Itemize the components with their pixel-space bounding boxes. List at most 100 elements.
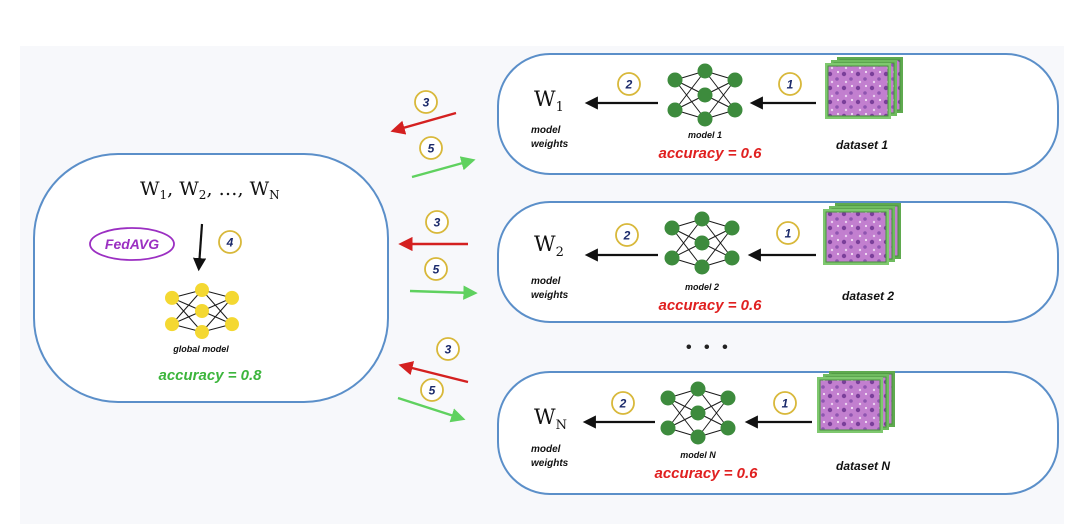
more-clients-ellipsis: • • • [686, 339, 732, 356]
client-1-dataset-label: dataset 1 [836, 138, 888, 152]
network-node [165, 290, 179, 305]
client-1-accuracy-label: accuracy = 0.6 [658, 145, 762, 162]
client-n-weights-label-line2: weights [531, 458, 569, 469]
network-node [724, 250, 740, 266]
client-2-dataset-images [823, 203, 901, 265]
client-n-model-label: model N [680, 450, 716, 460]
client-n-dataset-images [817, 371, 895, 433]
upload-arrow-1 [390, 111, 457, 135]
svg-text:4: 4 [226, 236, 234, 250]
communication-client-2: 3 5 [398, 210, 478, 300]
network-edge [704, 70, 736, 111]
network-node [660, 420, 676, 436]
download-arrow-1 [411, 156, 476, 179]
client-panel-1-border [497, 53, 1059, 175]
client-2-step-1-marker: 1 [776, 221, 800, 245]
global-model-network [165, 283, 239, 339]
svg-text:3: 3 [434, 216, 441, 230]
network-node [697, 87, 713, 103]
network-node [195, 283, 209, 297]
network-edge [704, 79, 736, 120]
client-panel-n: WN model weights 2 model N accuracy = 0.… [497, 371, 1059, 495]
client-2-accuracy-label: accuracy = 0.6 [658, 297, 762, 314]
svg-text:2: 2 [619, 397, 627, 411]
network-edge [674, 70, 706, 111]
network-edge [201, 289, 233, 325]
network-node [697, 63, 713, 79]
client-1-step-1-marker: 1 [778, 72, 802, 96]
network-edge [201, 297, 233, 333]
network-edge [701, 227, 733, 268]
network-node [727, 102, 743, 118]
server-panel: W1, W2, …, WN FedAVG 4 global model accu… [33, 153, 389, 403]
network-node [664, 250, 680, 266]
network-node [195, 304, 209, 318]
aggregated-weights-label: W1, W2, …, WN [140, 178, 280, 202]
aggregation-arrow [192, 223, 207, 272]
step-3-marker-1: 3 [414, 90, 438, 114]
step-5-marker-n: 5 [420, 378, 444, 402]
network-node [720, 390, 736, 406]
network-node [697, 111, 713, 127]
network-node [225, 290, 239, 305]
network-node [690, 381, 706, 397]
svg-text:5: 5 [429, 384, 436, 398]
network-edge [667, 397, 699, 438]
client-1-model-label: model 1 [688, 130, 722, 140]
svg-text:1: 1 [785, 227, 792, 241]
step-5-marker-1: 5 [419, 136, 443, 160]
dataset-tile [819, 379, 881, 431]
client-2-weights-label-line2: weights [531, 290, 569, 301]
svg-text:5: 5 [433, 263, 440, 277]
network-node [195, 325, 209, 339]
network-edge [697, 397, 729, 438]
client-n-weights-symbol: WN [534, 405, 567, 433]
client-2-step-2-marker: 2 [615, 223, 639, 247]
client-n-model-network [660, 381, 736, 445]
step-3-marker-2: 3 [425, 210, 449, 234]
network-node [694, 211, 710, 227]
client-n-weights-label-line1: model [531, 444, 561, 455]
client-panel-2-border [497, 201, 1059, 323]
svg-text:2: 2 [625, 78, 633, 92]
download-arrow-n [397, 396, 466, 423]
client-1-dataset-images [825, 57, 903, 119]
download-arrow-2 [409, 285, 478, 300]
fedavg-badge: FedAVG [89, 227, 175, 261]
network-node [690, 429, 706, 445]
client-1-model-network [667, 63, 743, 127]
network-node [664, 220, 680, 236]
server-panel-border [33, 153, 389, 403]
network-node [724, 220, 740, 236]
step-5-marker-2: 5 [424, 257, 448, 281]
network-edge [671, 227, 703, 268]
svg-text:3: 3 [423, 96, 430, 110]
communication-client-n: 3 5 [397, 337, 469, 423]
client-panel-2: W2 model weights 2 model 2 accuracy = 0.… [497, 201, 1059, 323]
network-node [667, 102, 683, 118]
svg-text:3: 3 [445, 343, 452, 357]
svg-text:1: 1 [787, 78, 794, 92]
client-2-model-network [664, 211, 740, 275]
dataset-tile [827, 65, 889, 117]
client-n-accuracy-label: accuracy = 0.6 [654, 465, 758, 482]
network-node [694, 259, 710, 275]
network-edge [697, 388, 729, 429]
client-2-weights-symbol: W2 [534, 232, 564, 260]
network-edge [171, 289, 203, 325]
client-2-model-label: model 2 [685, 282, 719, 292]
network-edge [171, 297, 203, 333]
step-3-marker-n: 3 [436, 337, 460, 361]
network-node [690, 405, 706, 421]
upload-arrow-n [398, 361, 469, 384]
communication-client-1: 3 5 [390, 90, 476, 179]
network-node [727, 72, 743, 88]
client-2-weights-label-line1: model [531, 276, 561, 287]
client-n-step-2-marker: 2 [611, 391, 635, 415]
client-1-weights-label-line2: weights [531, 139, 569, 150]
network-node [694, 235, 710, 251]
client-1-step-2-marker: 2 [617, 72, 641, 96]
client-panel-1: W1 model weights 2 model 1 accuracy = 0.… [497, 53, 1059, 175]
network-edge [671, 218, 703, 259]
